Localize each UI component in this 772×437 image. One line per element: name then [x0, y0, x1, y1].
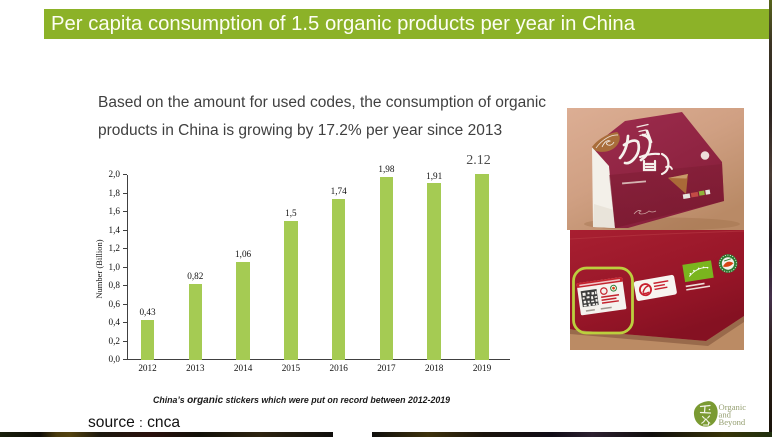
svg-text:and: and: [719, 410, 732, 420]
svg-text:Beyond: Beyond: [719, 417, 746, 427]
svg-text:Organic: Organic: [719, 402, 747, 412]
